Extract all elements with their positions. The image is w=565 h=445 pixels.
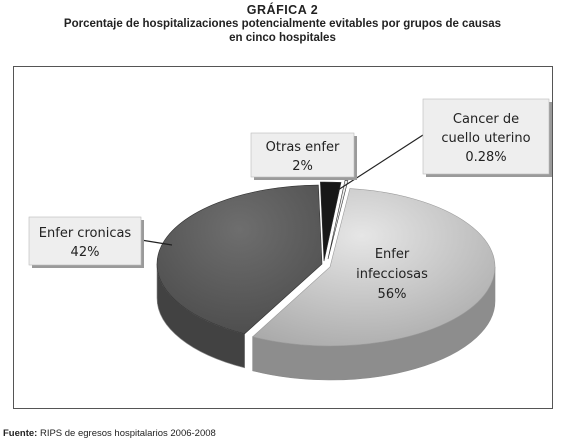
data-label-name-enfer-infecciosas: Enfer xyxy=(375,247,410,262)
data-label-percent-enfer-infecciosas: 56% xyxy=(378,287,407,302)
source-note: Fuente: RIPS de egresos hospitalarios 20… xyxy=(3,428,216,439)
data-label-name-enfer-cronicas: Enfer cronicas xyxy=(39,226,132,241)
chart-title-line-1: Porcentaje de hospitalizaciones potencia… xyxy=(63,18,502,30)
data-label-percent-enfer-cronicas: 42% xyxy=(71,245,100,260)
chart-title-line-2: en cinco hospitales xyxy=(229,32,336,44)
data-label-name-otras-enfer: Otras enfer xyxy=(266,140,340,155)
data-label-name-cancer-de-cuello-uterino: Cancer de xyxy=(453,112,519,127)
source-text: RIPS de egresos hospitalarios 2006-2008 xyxy=(37,428,216,439)
leader-line-cancer-de-cuello-uterino xyxy=(337,134,424,191)
figure-number: GRÁFICA 2 xyxy=(246,3,319,17)
data-label-name-enfer-infecciosas: infecciosas xyxy=(356,267,428,282)
leader-line-enfer-cronicas xyxy=(140,239,173,246)
pie-slice-otras-enfer xyxy=(320,181,342,262)
pie-slice-cancer-de-cuello-uterino xyxy=(327,180,349,260)
pie-slice-enfer-cronicas xyxy=(156,184,323,335)
pie-slice-enfer-infecciosas xyxy=(252,188,496,347)
label-box-cancer-de-cuello-uterino xyxy=(422,98,550,175)
data-label-percent-otras-enfer: 2% xyxy=(292,159,313,174)
label-box-otras-enfer xyxy=(250,132,355,178)
data-label-name-cancer-de-cuello-uterino: cuello uterino xyxy=(441,131,530,146)
source-label: Fuente: xyxy=(3,428,38,439)
label-box-enfer-cronicas xyxy=(28,216,142,266)
data-label-percent-cancer-de-cuello-uterino: 0.28% xyxy=(465,150,506,165)
